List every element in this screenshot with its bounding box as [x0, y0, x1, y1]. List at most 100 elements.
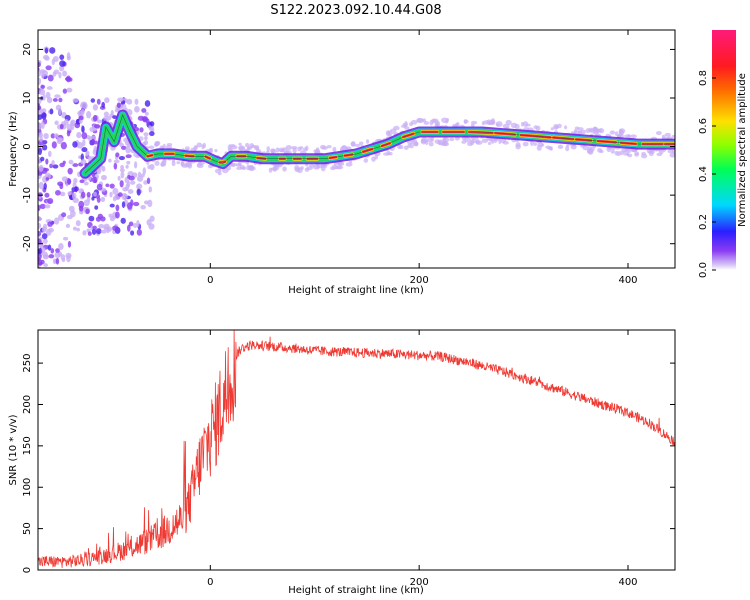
colorbar: 0.0 0.2 0.4 0.6 0.8 Normalized spectral ampl… [698, 30, 748, 278]
spectrogram-cell [117, 97, 124, 102]
spectrogram-cell [91, 228, 97, 235]
spectrogram-cell [51, 160, 55, 166]
spectrogram-cell [103, 116, 108, 121]
spectrogram-cell [149, 163, 155, 171]
spectrogram-cell [564, 125, 568, 130]
spectrogram-cell [475, 139, 480, 145]
spectrogram-cell [599, 149, 604, 154]
spectrogram-cell [59, 123, 64, 130]
spectrogram-cell [136, 228, 143, 236]
spectrogram-cell [140, 205, 146, 210]
spectrogram-cell [94, 205, 99, 210]
spectrogram-cell [64, 276, 68, 282]
spectrogram-cell [59, 191, 66, 197]
spectrogram-cell [40, 84, 46, 89]
spectrogram-cell [470, 120, 478, 125]
spectrogram-cell [96, 197, 101, 203]
spectrogram-cell [266, 146, 270, 152]
spectrogram-cell [45, 228, 52, 236]
spectrogram-cell [38, 164, 44, 172]
spectrogram-cell [116, 102, 121, 109]
spectrogram-cell [80, 109, 85, 115]
spectrogram-cell [137, 171, 142, 178]
spectrogram-cell [49, 163, 53, 169]
spectrogram-cell [614, 131, 619, 137]
spectrogram-cell [304, 167, 310, 172]
spectrogram-cell [83, 181, 89, 186]
spectrogram-cell [320, 165, 326, 172]
spectrogram-cell [619, 150, 624, 155]
colorbar-tick-label: 0.0 [698, 262, 709, 278]
spectrogram-cell [42, 144, 48, 151]
spectrogram-cell [40, 259, 45, 265]
snr-y-tick-label: 150 [22, 436, 33, 455]
spectrogram-cell [591, 146, 595, 152]
spectrogram-cell [358, 141, 364, 146]
spectrogram-cell [245, 142, 250, 148]
spectrogram-cell [146, 177, 151, 185]
spectrogram-cell [454, 136, 460, 141]
spectrogram-cell [38, 77, 42, 85]
spectrogram-cell [134, 106, 140, 113]
spectrogram-cell [127, 188, 134, 195]
spectrogram-cell [629, 134, 637, 138]
snr-x-label: Height of straight line (km) [288, 585, 424, 596]
spectrogram-cell [60, 254, 66, 261]
spectrogram-cell [58, 243, 64, 250]
spectrogram-cell [60, 141, 67, 150]
spectrogram-cell [100, 229, 107, 234]
spectrogram-cell [38, 204, 41, 212]
spectrogram-cell [62, 88, 68, 94]
spectrogram-cell [85, 151, 89, 157]
spectrogram-cell [141, 108, 147, 113]
spectrogram-cell [550, 127, 554, 131]
spectrogram-cell [113, 159, 120, 164]
spectrogram-cell [144, 136, 148, 141]
spectrogram-cell [249, 164, 254, 170]
spectrogram-cell [48, 254, 55, 259]
spectrogram-cell [68, 159, 74, 165]
spectrogram-cell [143, 132, 149, 137]
spectrogram-cell [66, 52, 71, 60]
spectrogram-cell [38, 222, 42, 229]
spectrogram-cell [72, 163, 79, 168]
spectrogram-cell [272, 166, 278, 172]
spectrogram-cell [120, 217, 126, 224]
spectrogram-cell [495, 121, 503, 127]
spectrogram-cell [39, 203, 46, 209]
spectrogram-cell [246, 164, 250, 171]
spectrogram-y-tick-label: -10 [22, 187, 33, 203]
spectrogram-cell [656, 152, 663, 157]
spectrogram-cell [176, 161, 181, 165]
spectrogram-cell [498, 138, 502, 145]
spectrogram-cell [117, 175, 121, 181]
spectrogram-cell [399, 144, 404, 150]
snr-y-label: SNR (10 * v/v) [8, 414, 19, 485]
spectrogram-cell [39, 135, 43, 143]
spectrogram-cell [59, 60, 66, 67]
spectrogram-cell [461, 140, 467, 144]
spectrogram-cell [49, 47, 56, 54]
spectrogram-cell [88, 215, 95, 222]
spectrogram-cell [125, 183, 130, 191]
spectrogram-cell [554, 125, 559, 130]
spectrogram-cell [180, 161, 185, 167]
spectrogram-cell [622, 150, 629, 156]
spectrogram-cell [80, 153, 85, 161]
spectrogram-cell [292, 147, 297, 154]
spectrogram-cell [428, 141, 434, 147]
spectrogram-cell [43, 132, 49, 140]
snr-x-tick-label: 0 [207, 577, 213, 588]
spectrogram-cell [64, 76, 71, 82]
spectrogram-cell [72, 98, 79, 103]
spectrogram-cell [38, 215, 42, 222]
spectrogram-cell [128, 221, 134, 227]
spectrogram-cell [330, 166, 336, 171]
spectrogram-cell [386, 150, 391, 156]
spectrogram-cell [41, 112, 47, 120]
spectrogram-cell [143, 200, 149, 205]
spectrogram-cell [104, 97, 110, 104]
spectrogram-cell [606, 146, 612, 153]
spectrogram-cell [238, 142, 242, 146]
spectrogram-cell [515, 142, 521, 148]
